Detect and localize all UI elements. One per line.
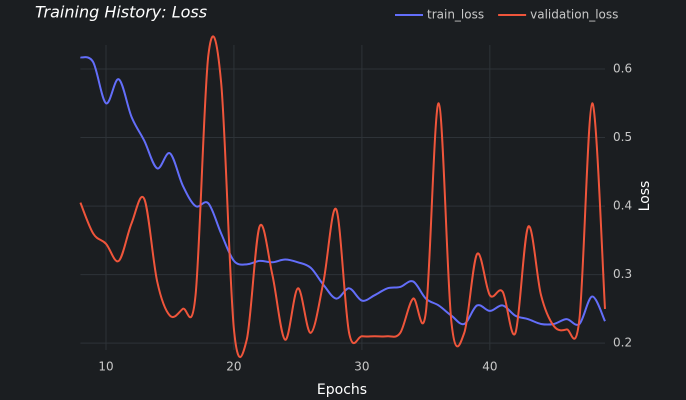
x-tick-label: 40	[482, 360, 497, 374]
x-axis-label: Epochs	[317, 382, 367, 398]
chart-title: Training History: Loss	[35, 3, 207, 22]
line	[80, 56, 606, 326]
line	[79, 35, 606, 358]
x-tick-label: 30	[354, 360, 369, 374]
legend-label: train_loss	[427, 8, 484, 22]
legend-label: validation_loss	[530, 8, 618, 22]
y-axis-label: Loss	[637, 181, 653, 212]
x-tick-label: 10	[98, 360, 113, 374]
x-tick-label: 20	[226, 360, 241, 374]
y-tick-label: 0.6	[613, 61, 632, 75]
y-tick-label: 0.4	[613, 199, 632, 213]
y-tick-label: 0.3	[613, 267, 632, 281]
y-tick-label: 0.5	[613, 130, 632, 144]
y-tick-label: 0.2	[613, 336, 632, 350]
